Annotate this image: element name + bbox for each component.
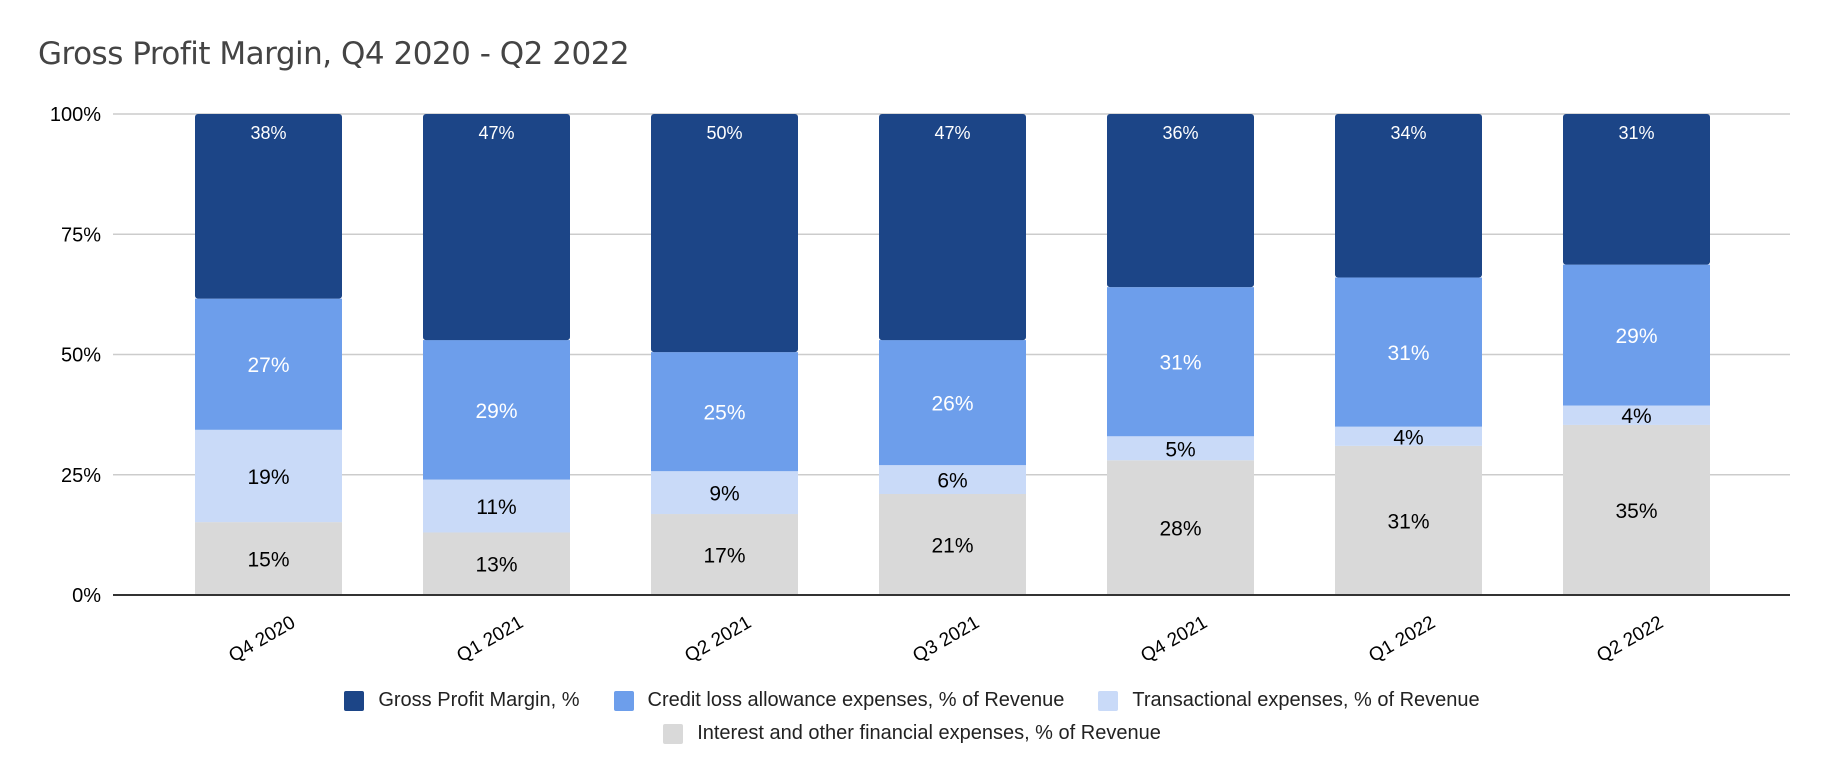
bar-segment [651, 352, 798, 472]
legend-swatch [1098, 690, 1119, 711]
legend-swatch [613, 690, 634, 711]
data-label: 26% [931, 393, 973, 416]
legend-label: Interest and other financial expenses, %… [697, 722, 1161, 744]
data-label: 34% [1390, 123, 1426, 143]
data-label: 29% [1615, 325, 1657, 348]
legend-row-1: Gross Profit Margin, % Credit loss allow… [0, 689, 1824, 712]
data-label: 35% [1615, 500, 1657, 523]
data-label: 15% [247, 549, 289, 572]
legend-row-2: Interest and other financial expenses, %… [0, 722, 1824, 745]
legend-label: Gross Profit Margin, % [378, 689, 580, 711]
data-label: 5% [1165, 438, 1195, 461]
data-label: 47% [934, 123, 970, 143]
data-label: 25% [703, 402, 745, 425]
bar-segment [423, 532, 570, 595]
legend-item-gross-profit: Gross Profit Margin, % [344, 689, 580, 712]
data-label: 17% [703, 545, 745, 568]
data-label: 29% [475, 400, 517, 423]
bar-segment [1107, 287, 1254, 437]
data-label: 11% [476, 496, 516, 519]
bar-segment [423, 340, 570, 480]
data-label: 28% [1159, 518, 1201, 541]
bar-segment [1335, 426, 1482, 446]
x-tick-label: Q2 2021 [681, 612, 755, 667]
bar-segment [195, 298, 342, 430]
legend-item-transactional: Transactional expenses, % of Revenue [1098, 689, 1480, 712]
legend-swatch [344, 690, 365, 711]
x-tick-label: Q1 2021 [453, 612, 527, 667]
x-tick-label: Q2 2022 [1593, 612, 1667, 667]
bar-segment [1563, 264, 1710, 406]
bar-segment [195, 429, 342, 523]
bar-segment [1107, 460, 1254, 595]
data-label: 4% [1393, 426, 1423, 449]
data-label: 31% [1387, 342, 1429, 365]
legend-label: Credit loss allowance expenses, % of Rev… [647, 689, 1065, 711]
data-label: 4% [1621, 405, 1651, 428]
bar-segment [1107, 114, 1254, 288]
bar-segment [1563, 424, 1710, 595]
bar-segment [651, 471, 798, 515]
x-tick-label: Q3 2021 [909, 612, 983, 667]
x-tick-label: Q1 2022 [1365, 612, 1439, 667]
x-tick-label: Q4 2021 [1137, 612, 1211, 667]
bar-segment [1335, 445, 1482, 595]
legend-swatch [663, 723, 684, 744]
bar-segment [651, 514, 798, 595]
data-label: 6% [937, 470, 967, 493]
data-label: 13% [475, 554, 517, 577]
data-label: 21% [931, 534, 973, 557]
x-tick-label: Q4 2020 [225, 612, 299, 667]
bar-segment [1563, 114, 1710, 265]
data-label: 27% [247, 354, 289, 377]
y-tick-label: 75% [61, 224, 101, 246]
data-label: 36% [1162, 123, 1198, 143]
y-tick-label: 25% [61, 465, 101, 487]
bar-segment [879, 465, 1026, 494]
data-label: 50% [706, 123, 742, 143]
bar-segment [423, 114, 570, 341]
bar-segment [879, 340, 1026, 466]
chart-title: Gross Profit Margin, Q4 2020 - Q2 2022 [38, 36, 630, 72]
data-label: 9% [709, 483, 739, 506]
bar-segment [195, 522, 342, 595]
bar-segment [1335, 277, 1482, 427]
legend-label: Transactional expenses, % of Revenue [1132, 689, 1480, 711]
y-tick-label: 50% [61, 345, 101, 367]
data-label: 19% [247, 466, 289, 489]
bar-segment [1563, 405, 1710, 425]
data-label: 31% [1618, 123, 1654, 143]
legend-item-credit-loss: Credit loss allowance expenses, % of Rev… [613, 689, 1065, 712]
data-label: 38% [250, 123, 286, 143]
data-label: 31% [1387, 510, 1429, 533]
bar-segment [879, 493, 1026, 595]
bar-segment [879, 114, 1026, 341]
data-label: 47% [478, 123, 514, 143]
bar-segment [1335, 114, 1482, 278]
bar-segment [423, 479, 570, 533]
bar-segment [1107, 436, 1254, 461]
bar-segment [195, 114, 342, 299]
y-tick-label: 100% [50, 104, 101, 126]
bar-segment [651, 114, 798, 353]
data-label: 31% [1159, 352, 1201, 375]
legend-item-interest: Interest and other financial expenses, %… [663, 722, 1161, 745]
y-tick-label: 0% [72, 585, 101, 607]
